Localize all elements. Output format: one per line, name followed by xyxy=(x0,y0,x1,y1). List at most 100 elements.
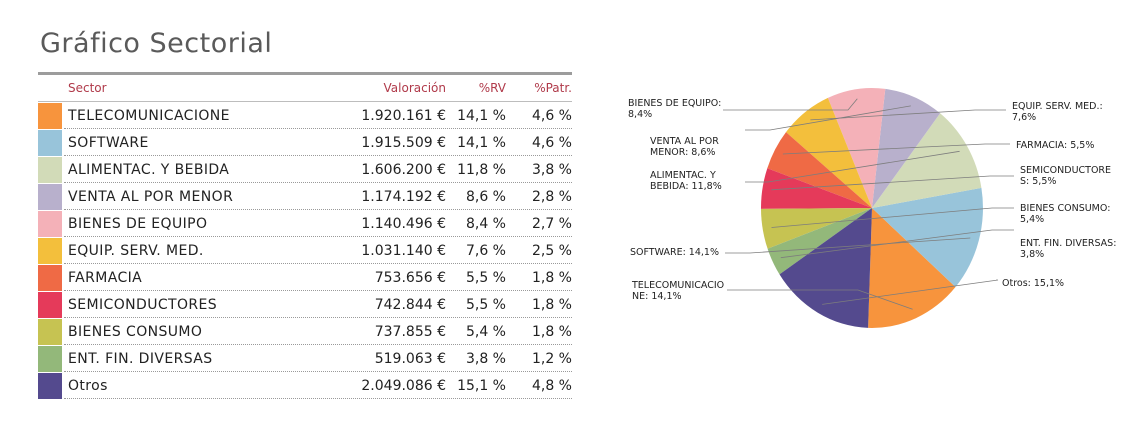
color-swatch xyxy=(38,156,62,183)
pie-label-line: Otros: 15,1% xyxy=(1002,278,1064,289)
pie-label-line: MENOR: 8,6% xyxy=(650,147,715,158)
valoracion-cell: 1.031.140 € xyxy=(361,242,446,259)
table-row: VENTA AL POR MENOR 1.174.192 € 8,6 % 2,8 % xyxy=(38,183,572,210)
sector-cell: ENT. FIN. DIVERSAS xyxy=(68,350,213,367)
pie-label-line: EQUIP. SERV. MED.: xyxy=(1012,101,1103,112)
sector-cell: Otros xyxy=(68,377,108,394)
pie-label: SOFTWARE: 14,1% xyxy=(630,247,719,258)
pie-label: TELECOMUNICACIO NE: 14,1% xyxy=(631,280,724,302)
pie-slice-0 xyxy=(868,208,956,328)
rv-cell: 8,6 % xyxy=(465,188,506,205)
pie-leader-line xyxy=(745,105,911,131)
header-valoracion: Valoración xyxy=(383,81,446,95)
color-swatch xyxy=(38,318,62,345)
pie-leader-line xyxy=(745,150,960,183)
patr-cell: 2,5 % xyxy=(531,242,572,259)
color-swatch xyxy=(38,237,62,264)
pie-label: ALIMENTAC. Y BEBIDA: 11,8% xyxy=(650,170,722,192)
pie-label-line: FARMACIA: 5,5% xyxy=(1016,140,1094,151)
pie-leader-line xyxy=(723,98,858,111)
header-rv: %RV xyxy=(478,81,506,95)
table-row: EQUIP. SERV. MED. 1.031.140 € 7,6 % 2,5 % xyxy=(38,237,572,264)
pie-leader-line xyxy=(782,143,1010,155)
pie-label: BIENES CONSUMO: 5,4% xyxy=(1020,203,1110,225)
valoracion-cell: 2.049.086 € xyxy=(361,377,446,394)
color-swatch xyxy=(38,372,62,399)
pie-label-line: 8,4% xyxy=(628,109,652,120)
pie-label-line: BIENES DE EQUIPO: xyxy=(628,98,721,109)
sector-cell: FARMACIA xyxy=(68,269,143,286)
sector-cell: SOFTWARE xyxy=(68,134,149,151)
valoracion-cell: 1.606.200 € xyxy=(361,161,446,178)
valoracion-cell: 1.920.161 € xyxy=(361,107,446,124)
valoracion-cell: 1.915.509 € xyxy=(361,134,446,151)
pie-label: Otros: 15,1% xyxy=(1002,278,1064,289)
pie-leader-line xyxy=(727,289,913,310)
sector-cell: ALIMENTAC. Y BEBIDA xyxy=(68,161,230,178)
rv-cell: 3,8 % xyxy=(465,350,506,367)
pie-leader-line xyxy=(822,279,999,305)
sector-cell: SEMICONDUCTORES xyxy=(68,296,218,313)
patr-cell: 1,2 % xyxy=(531,350,572,367)
pie-label: FARMACIA: 5,5% xyxy=(1016,140,1094,151)
pie-label-line: TELECOMUNICACIO xyxy=(631,280,724,291)
pie-label: VENTA AL POR MENOR: 8,6% xyxy=(650,136,719,158)
patr-cell: 1,8 % xyxy=(531,269,572,286)
table-row: SEMICONDUCTORES 742.844 € 5,5 % 1,8 % xyxy=(38,291,572,318)
table-header: Sector Valoración %RV %Patr. xyxy=(38,75,572,101)
table-row: ENT. FIN. DIVERSAS 519.063 € 3,8 % 1,2 % xyxy=(38,345,572,372)
patr-cell: 4,6 % xyxy=(531,134,572,151)
table-row: BIENES DE EQUIPO 1.140.496 € 8,4 % 2,7 % xyxy=(38,210,572,237)
pie-slice-1 xyxy=(872,187,983,287)
table-row: FARMACIA 753.656 € 5,5 % 1,8 % xyxy=(38,264,572,291)
color-swatch xyxy=(38,264,62,291)
pie-leader-line xyxy=(725,237,971,254)
rv-cell: 11,8 % xyxy=(457,161,506,178)
patr-cell: 1,8 % xyxy=(531,323,572,340)
valoracion-cell: 1.140.496 € xyxy=(361,215,446,232)
pie-slice-10 xyxy=(779,208,872,328)
patr-cell: 4,6 % xyxy=(531,107,572,124)
table-row: SOFTWARE 1.915.509 € 14,1 % 4,6 % xyxy=(38,129,572,156)
sector-pie-chart: TELECOMUNICACIO NE: 14,1% SOFTWARE: 14,1% A… xyxy=(628,88,1116,328)
table-row: TELECOMUNICACIONE 1.920.161 € 14,1 % 4,6 % xyxy=(38,102,572,129)
pie-leader-line xyxy=(771,207,1014,228)
pie-label: ENT. FIN. DIVERSAS: 3,8% xyxy=(1020,238,1116,260)
rv-cell: 14,1 % xyxy=(457,107,506,124)
color-swatch xyxy=(38,183,62,210)
sector-cell: BIENES DE EQUIPO xyxy=(68,215,208,232)
pie-label-line: 7,6% xyxy=(1012,112,1036,123)
rv-cell: 5,5 % xyxy=(465,269,506,286)
pie-label-line: 3,8% xyxy=(1020,249,1044,260)
page-title: Gráfico Sectorial xyxy=(40,28,273,59)
sector-cell: BIENES CONSUMO xyxy=(68,323,203,340)
header-sector: Sector xyxy=(68,81,107,95)
pie-slice-8 xyxy=(761,208,872,249)
rv-cell: 8,4 % xyxy=(465,215,506,232)
table-body: TELECOMUNICACIONE 1.920.161 €14,1 % 4,6 % S… xyxy=(38,102,572,399)
pie-label-line: 5,4% xyxy=(1020,214,1044,225)
pie-label-line: ENT. FIN. DIVERSAS: xyxy=(1020,238,1116,249)
pie-slice-6 xyxy=(767,132,872,208)
valoracion-cell: 753.656 € xyxy=(374,269,446,286)
valoracion-cell: 519.063 € xyxy=(374,350,446,367)
color-swatch xyxy=(38,129,62,156)
pie-leader-line xyxy=(771,175,1014,191)
table-row: Otros 2.049.086 € 15,1 % 4,8 % xyxy=(38,372,572,399)
valoracion-cell: 742.844 € xyxy=(374,296,446,313)
patr-cell: 1,8 % xyxy=(531,296,572,313)
pie-label: SEMICONDUCTORE S: 5,5% xyxy=(1020,165,1111,187)
pie-leader-line xyxy=(810,109,1006,121)
header-patr: %Patr. xyxy=(534,81,572,95)
table-row: BIENES CONSUMO 737.855 € 5,4 % 1,8 % xyxy=(38,318,572,345)
pie-label: BIENES DE EQUIPO: 8,4% xyxy=(628,98,721,120)
color-swatch xyxy=(38,210,62,237)
sector-table: Sector Valoración %RV %Patr. TELECOMUNIC… xyxy=(38,72,572,399)
pie-label-line: BEBIDA: 11,8% xyxy=(650,181,722,192)
pie-label-line: S: 5,5% xyxy=(1020,176,1056,187)
patr-cell: 2,8 % xyxy=(531,188,572,205)
pie-label-line: SEMICONDUCTORE xyxy=(1020,165,1111,176)
pie-label: EQUIP. SERV. MED.: 7,6% xyxy=(1012,101,1103,123)
pie-slice-3 xyxy=(872,88,941,208)
patr-cell: 2,7 % xyxy=(531,215,572,232)
